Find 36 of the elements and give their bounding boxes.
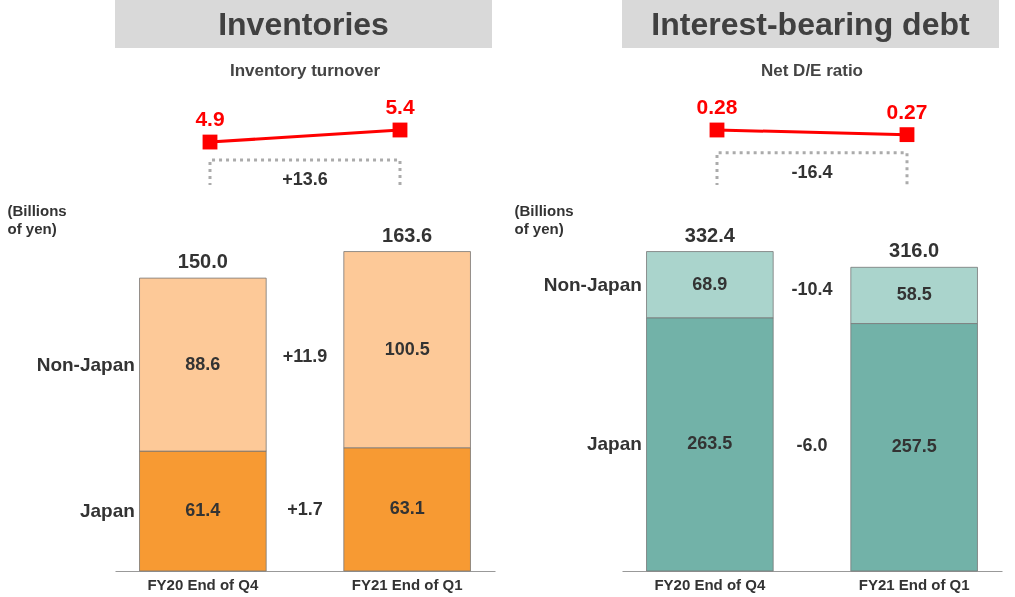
x-tick-label: FY20 End of Q4 — [654, 575, 766, 593]
data-label: 263.5 — [687, 433, 733, 454]
chart-subtitle: Inventory turnover — [229, 61, 381, 80]
annotation: -10.4 — [791, 279, 833, 300]
chart-title: Interest-bearing debt — [622, 0, 999, 48]
annotation: +1.7 — [287, 499, 323, 520]
annotation: +11.9 — [282, 346, 328, 367]
total-label: 332.4 — [684, 223, 736, 246]
data-label: 4.9 — [195, 107, 225, 131]
data-label: 88.6 — [185, 353, 221, 374]
series-label: Japan — [79, 500, 135, 522]
text: +13.6 — [282, 169, 328, 190]
data-label: 0.27 — [886, 99, 928, 123]
y-axis-title: (Billions of yen) — [7, 201, 67, 237]
data-label: 58.5 — [896, 284, 932, 305]
data-label: 5.4 — [385, 95, 415, 118]
data-label: 100.5 — [384, 338, 430, 359]
series-label: Non-Japan — [543, 273, 642, 295]
series-label: Non-Japan — [36, 353, 135, 375]
data-label: 68.9 — [692, 273, 728, 294]
x-tick-label: FY21 End of Q1 — [858, 575, 970, 593]
x-tick-label: FY21 End of Q1 — [351, 575, 463, 593]
total-label: 163.6 — [382, 223, 433, 246]
data-label: 61.4 — [185, 500, 221, 521]
chart-subtitle: Net D/E ratio — [760, 61, 864, 80]
chart-title: Inventories — [115, 0, 492, 48]
total-label: 316.0 — [889, 239, 940, 262]
x-tick-label: FY20 End of Q4 — [147, 575, 259, 593]
y-axis-title: (Billions of yen) — [514, 201, 574, 237]
series-label: Japan — [586, 433, 642, 455]
data-label: 63.1 — [389, 498, 425, 519]
total-label: 150.0 — [177, 250, 228, 273]
text: -16.4 — [791, 161, 833, 182]
annotation: -6.0 — [796, 434, 828, 455]
data-label: 0.28 — [696, 95, 738, 118]
data-label: 257.5 — [891, 436, 937, 457]
